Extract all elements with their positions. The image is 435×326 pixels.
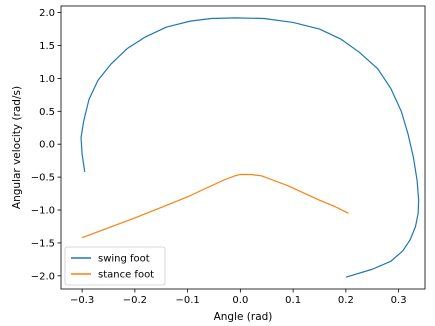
legend-label-2: stance foot — [98, 270, 154, 281]
y-axis-label: Angular velocity (rad/s) — [11, 86, 23, 209]
y-tick-label: 0.0 — [39, 140, 55, 151]
x-tick-label: 0.1 — [285, 295, 301, 306]
y-axis: −2.0 −1.5 −1.0 −0.5 0.0 0.5 1.0 1.5 2.0 — [31, 8, 61, 282]
y-tick-label: 0.5 — [39, 107, 55, 118]
series-layer — [80, 17, 420, 278]
legend-box — [64, 246, 166, 286]
x-tick-label: 0.0 — [232, 295, 248, 306]
y-tick-label: −0.5 — [31, 173, 55, 184]
x-axis-label: Angle (rad) — [214, 311, 273, 323]
x-tick-label: 0.2 — [338, 295, 354, 306]
y-tick-label: 1.0 — [39, 74, 55, 85]
x-tick-label: 0.3 — [391, 295, 407, 306]
series-line-1 — [80, 17, 420, 278]
y-tick-label: −1.5 — [31, 238, 55, 249]
x-axis: −0.3 −0.2 −0.1 0.0 0.1 0.2 0.3 — [70, 289, 407, 306]
legend-label-1: swing foot — [98, 254, 150, 265]
series-line-2 — [81, 173, 349, 239]
y-tick-label: −1.0 — [31, 206, 55, 217]
x-tick-label: −0.1 — [175, 295, 199, 306]
x-tick-label: −0.2 — [123, 295, 147, 306]
y-tick-label: 1.5 — [39, 41, 55, 52]
y-tick-label: −2.0 — [31, 271, 55, 282]
legend: swing foot stance foot — [64, 246, 166, 286]
y-tick-label: 2.0 — [39, 8, 55, 19]
x-tick-label: −0.3 — [70, 295, 94, 306]
plot-frame — [60, 5, 426, 290]
